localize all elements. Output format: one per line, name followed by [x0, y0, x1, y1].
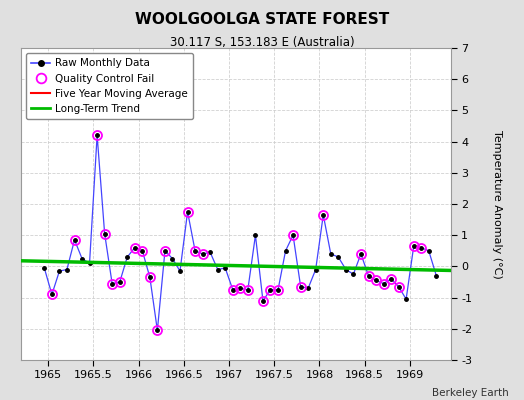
Text: WOOLGOOLGA STATE FOREST: WOOLGOOLGA STATE FOREST — [135, 12, 389, 27]
Y-axis label: Temperature Anomaly (°C): Temperature Anomaly (°C) — [492, 130, 501, 278]
Text: Berkeley Earth: Berkeley Earth — [432, 388, 508, 398]
Text: 30.117 S, 153.183 E (Australia): 30.117 S, 153.183 E (Australia) — [170, 36, 354, 49]
Legend: Raw Monthly Data, Quality Control Fail, Five Year Moving Average, Long-Term Tren: Raw Monthly Data, Quality Control Fail, … — [26, 53, 193, 119]
